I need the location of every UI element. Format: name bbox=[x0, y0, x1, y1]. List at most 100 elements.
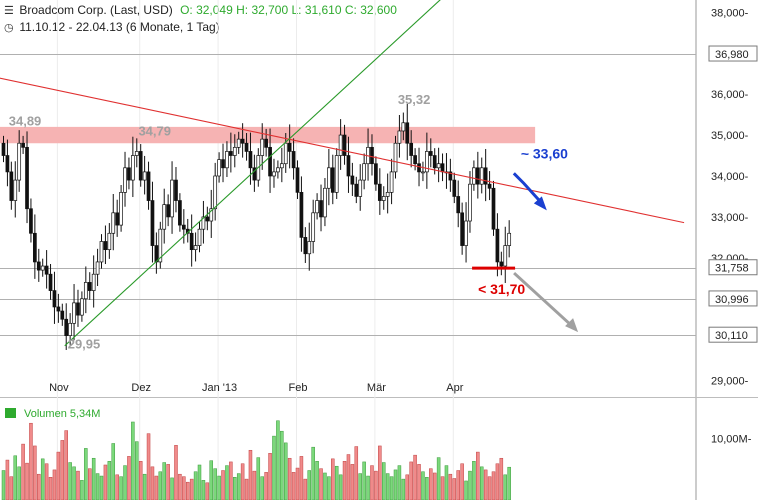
level-label: 30,996 bbox=[715, 294, 749, 306]
level-box bbox=[708, 290, 758, 307]
candle-body bbox=[95, 261, 100, 275]
volume-bar bbox=[236, 473, 241, 500]
volume-bar bbox=[48, 477, 53, 500]
volume-bar bbox=[421, 471, 425, 500]
volume-bar bbox=[287, 457, 292, 500]
volume-bar bbox=[76, 470, 80, 500]
volume-bar bbox=[150, 466, 155, 500]
volume-bar bbox=[299, 456, 304, 500]
volume-bar bbox=[499, 457, 504, 500]
candle-body bbox=[389, 171, 394, 193]
volume-bar bbox=[197, 464, 202, 500]
volume-bar bbox=[366, 475, 370, 500]
candle-body bbox=[21, 142, 25, 148]
candle-body bbox=[362, 163, 366, 181]
volume-bar bbox=[131, 421, 135, 500]
volume-bar bbox=[146, 433, 151, 500]
volume-bar bbox=[44, 463, 49, 500]
y-axis: 29,000-32,000-33,000-34,000-35,000-36,00… bbox=[708, 7, 758, 388]
candle-body bbox=[146, 171, 151, 201]
volume-bar bbox=[276, 420, 280, 500]
volume-bar bbox=[205, 482, 210, 500]
volume-bar bbox=[127, 456, 131, 500]
candle-body bbox=[229, 151, 233, 156]
volume-bar bbox=[503, 474, 508, 500]
volume-bar bbox=[338, 474, 343, 500]
candle-body bbox=[377, 183, 382, 201]
candle-body bbox=[354, 183, 359, 197]
candle-body bbox=[107, 232, 112, 251]
candle-body bbox=[87, 282, 92, 291]
candle-body bbox=[52, 290, 57, 308]
volume-bar bbox=[378, 445, 382, 500]
candle-body bbox=[495, 228, 500, 263]
candle-body bbox=[507, 232, 512, 246]
volume-bar bbox=[385, 473, 390, 500]
candle-body bbox=[60, 310, 65, 320]
candle-body bbox=[9, 171, 14, 201]
candle-body bbox=[319, 200, 323, 218]
peak-label-1: 34,89 bbox=[9, 114, 42, 129]
level-label: 31,758 bbox=[715, 263, 749, 275]
volume-bar bbox=[440, 476, 445, 500]
volume-bar bbox=[307, 470, 312, 500]
volume-bar bbox=[72, 466, 76, 500]
chart-type-icon[interactable]: ☰ bbox=[4, 5, 14, 17]
volume-bar bbox=[436, 457, 441, 500]
volume-bar bbox=[460, 463, 464, 500]
volume-bar bbox=[448, 473, 453, 500]
target-down-arrowhead bbox=[565, 318, 579, 333]
volume-bar bbox=[315, 461, 319, 500]
volume-bar bbox=[138, 461, 143, 500]
candle-body bbox=[264, 138, 268, 148]
volume-bar bbox=[417, 464, 421, 500]
volume-bar bbox=[507, 466, 511, 500]
candle-body bbox=[91, 273, 96, 291]
y-tick-label: 29,000- bbox=[711, 376, 749, 388]
level-label: 30,110 bbox=[715, 330, 748, 342]
volume-bar bbox=[17, 466, 21, 500]
candle-body bbox=[5, 155, 10, 173]
volume-bar bbox=[162, 462, 166, 500]
x-tick-label: Nov bbox=[49, 382, 69, 394]
candle-body bbox=[217, 159, 221, 177]
candle-body bbox=[417, 163, 421, 173]
candle-body bbox=[468, 183, 472, 222]
candle-body bbox=[99, 241, 104, 263]
candle-body bbox=[150, 200, 155, 246]
trendline-up bbox=[64, 0, 441, 347]
candle-body bbox=[44, 265, 49, 275]
y-tick-label: 33,000- bbox=[711, 212, 749, 224]
volume-bar bbox=[495, 463, 500, 500]
volume-bar bbox=[264, 472, 268, 500]
volume-bar bbox=[123, 465, 127, 500]
candle-body bbox=[111, 212, 116, 234]
volume-bar bbox=[64, 430, 68, 500]
volume-bar bbox=[452, 478, 457, 500]
volume-bar bbox=[472, 461, 476, 500]
volume-title: Volumen 5,34M bbox=[24, 408, 100, 420]
level-box bbox=[708, 45, 758, 62]
candle-body bbox=[29, 208, 33, 234]
volume-bar bbox=[401, 478, 406, 500]
candle-body bbox=[483, 167, 488, 185]
candle-body bbox=[80, 298, 84, 316]
candle-body bbox=[213, 175, 218, 210]
volume-icon bbox=[5, 408, 16, 418]
candle-body bbox=[295, 167, 300, 193]
candle-body bbox=[162, 204, 167, 230]
candle-body bbox=[358, 179, 363, 197]
candle-body bbox=[178, 200, 182, 226]
volume-bar bbox=[225, 465, 229, 500]
volume-bar bbox=[119, 476, 123, 500]
volume-bar bbox=[405, 474, 410, 500]
candle-body bbox=[83, 282, 88, 300]
volume-bar bbox=[25, 462, 29, 500]
period-row: ◷ 11.10.12 - 22.04.13 (6 Monate, 1 Tag) bbox=[4, 20, 397, 37]
candle-body bbox=[334, 155, 339, 193]
volume-bar bbox=[244, 478, 249, 500]
volume-bar bbox=[358, 473, 362, 500]
volume-bar bbox=[487, 476, 492, 500]
